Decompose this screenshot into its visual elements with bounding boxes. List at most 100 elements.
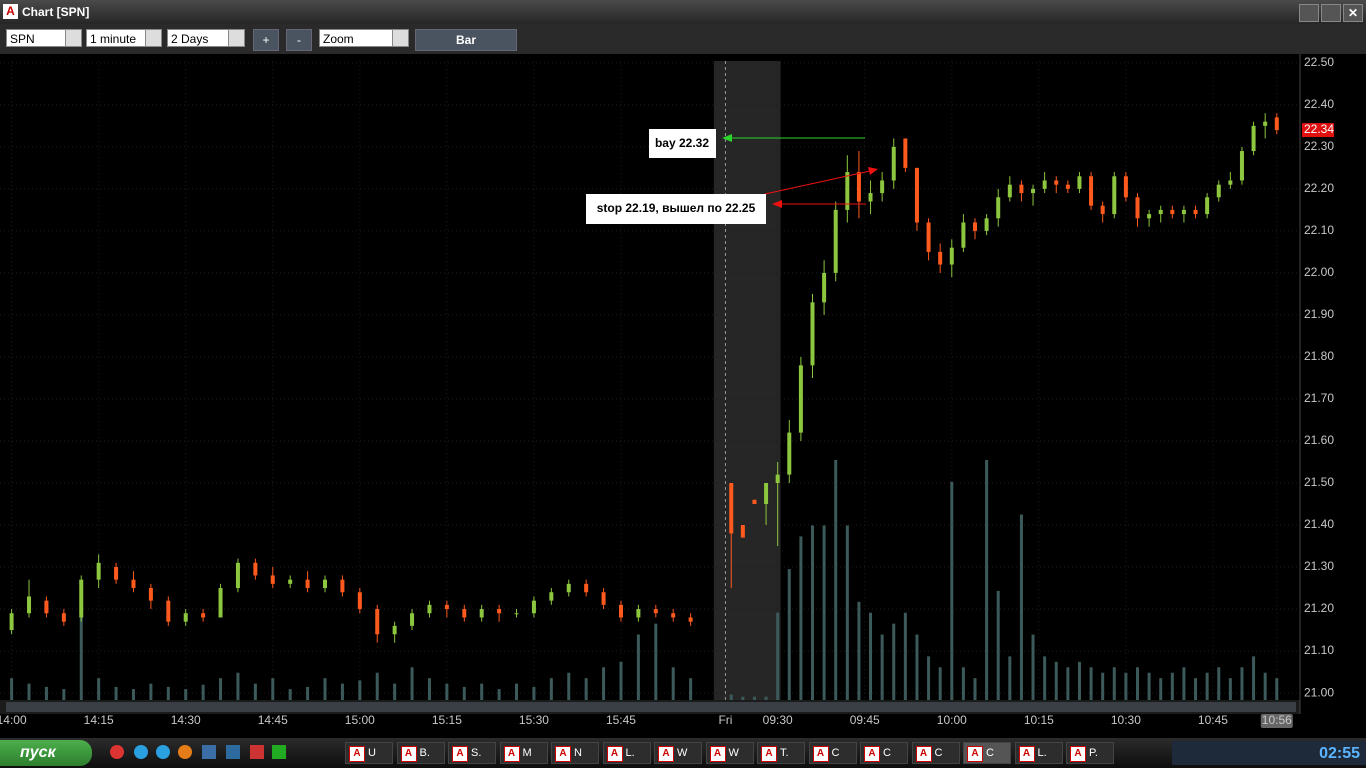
task-button[interactable]: A S.: [448, 742, 496, 764]
volume-bar: [1066, 667, 1070, 700]
y-tick-label: 21.70: [1304, 391, 1334, 405]
candle-body: [166, 600, 171, 622]
x-tick-label: 15:00: [345, 713, 375, 727]
minimize-button[interactable]: [1299, 4, 1319, 22]
volume-bar: [1101, 672, 1105, 700]
chart-bg: [0, 54, 1366, 738]
candle-body: [1274, 117, 1279, 131]
volume-bar: [445, 683, 449, 700]
volume-bar: [410, 667, 414, 700]
arrow-head: [772, 200, 782, 208]
volume-bar: [1159, 678, 1163, 700]
symbol-select[interactable]: SPN: [6, 29, 82, 47]
candle-body: [1170, 209, 1175, 215]
volume-bar: [1124, 672, 1128, 700]
volume-bar: [689, 678, 693, 700]
candle-body: [514, 613, 519, 615]
session-shade: [713, 61, 781, 700]
interval-select[interactable]: 1 minute: [86, 29, 162, 47]
volume-bar: [375, 672, 379, 700]
volume-bar: [927, 656, 931, 700]
zoom-out-button[interactable]: -: [286, 29, 312, 51]
candle-body: [880, 180, 885, 194]
scroll-thumb[interactable]: [6, 702, 1296, 712]
volume-bar: [1112, 667, 1116, 700]
candle-body: [96, 562, 101, 580]
task-label: C: [831, 747, 840, 759]
x-tick-label: 10:30: [1111, 713, 1141, 727]
task-button[interactable]: A T.: [757, 742, 805, 764]
volume-bar: [427, 678, 431, 700]
range: 2 Days: [171, 32, 209, 46]
volume-bar: [950, 481, 954, 700]
volume-bar: [1147, 672, 1151, 700]
volume-bar: [729, 694, 733, 700]
x-tick-label: 14:00: [0, 713, 27, 727]
start-button[interactable]: пуск: [0, 740, 92, 766]
x-tick-label: 10:45: [1198, 713, 1228, 727]
task-button[interactable]: A P.: [1066, 742, 1114, 764]
candle-body: [949, 247, 954, 265]
x-tick-label: 15:15: [432, 713, 462, 727]
task-label: S.: [471, 747, 482, 759]
zoom-in-button[interactable]: +: [253, 29, 279, 51]
system-tray: 02:55: [1172, 741, 1366, 765]
candle-body: [1205, 197, 1210, 215]
task-label: T.: [780, 747, 789, 759]
volume-bar: [1275, 678, 1279, 700]
candle-body: [926, 222, 931, 252]
volume-bar: [219, 678, 223, 700]
volume-bar: [1182, 667, 1186, 700]
task-button[interactable]: A L.: [602, 742, 651, 764]
candle-body: [984, 218, 989, 231]
volume-bar: [306, 686, 310, 700]
volume-bar: [1054, 661, 1058, 700]
task-label: C: [986, 747, 994, 759]
candle-body: [1031, 188, 1036, 194]
candle-body: [183, 613, 188, 622]
task-button[interactable]: A B.: [396, 742, 445, 764]
candle-body: [497, 609, 502, 614]
volume-bar: [834, 460, 838, 700]
close-button[interactable]: ✕: [1343, 4, 1363, 22]
last-price-box: [1302, 123, 1334, 138]
candle-body: [584, 583, 589, 593]
task-button[interactable]: A L.: [1014, 742, 1063, 764]
zoom-select[interactable]: Zoom: [319, 29, 409, 47]
volume-bar: [393, 683, 397, 700]
range-select[interactable]: 2 Days: [167, 29, 245, 47]
maximize-button[interactable]: [1321, 4, 1341, 22]
candle-body: [340, 579, 345, 593]
candle-body: [1019, 184, 1024, 194]
candle-body: [61, 613, 66, 622]
task-label: L.: [1037, 747, 1047, 759]
candle-body: [549, 592, 554, 601]
style-button[interactable]: Bar: [415, 29, 517, 51]
y-tick-label: 21.30: [1304, 559, 1334, 573]
candle-body: [1054, 180, 1059, 185]
volume-bar: [1194, 678, 1198, 700]
task-label: L.: [625, 747, 635, 759]
volume-bar: [236, 672, 240, 700]
candle-body: [479, 609, 484, 618]
volume-bar: [323, 678, 327, 700]
volume-bar: [515, 683, 519, 700]
y-tick-label: 21.40: [1304, 517, 1334, 531]
candle-body: [410, 613, 415, 626]
candle-body: [1181, 209, 1186, 215]
candle-body: [218, 588, 223, 618]
candle-body: [1193, 209, 1198, 215]
candle-body: [114, 567, 119, 580]
volume-bar: [1043, 656, 1047, 700]
volume-bar: [671, 667, 675, 700]
zoom: Zoom: [323, 32, 354, 46]
